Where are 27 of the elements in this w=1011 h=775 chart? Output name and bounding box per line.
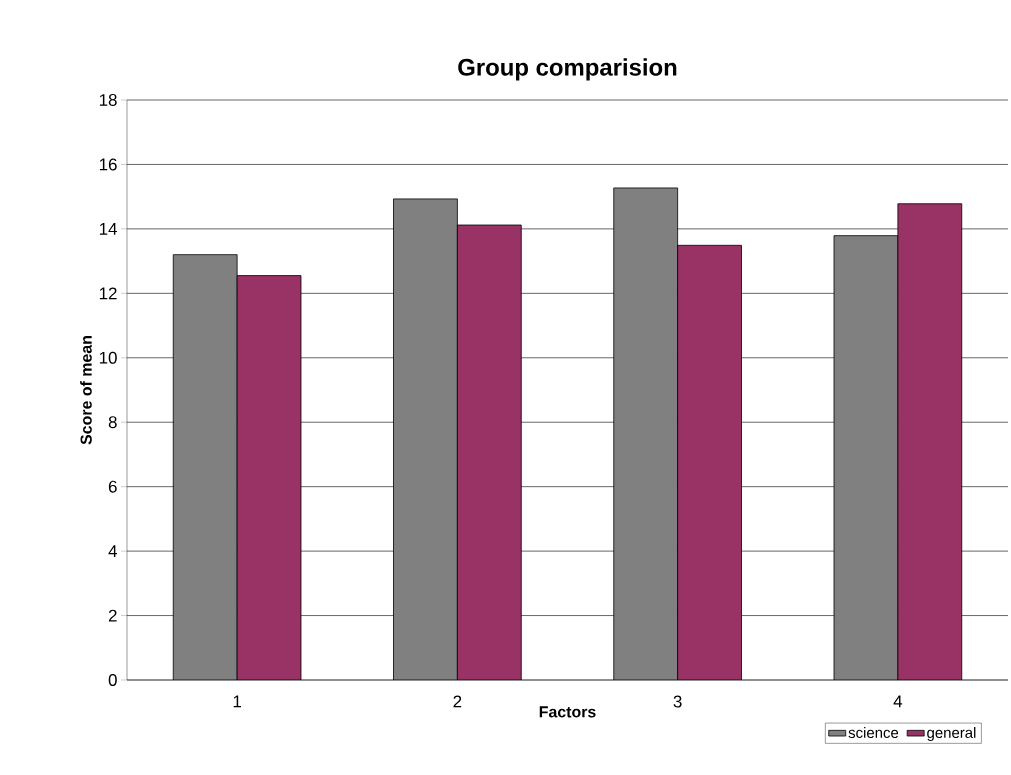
y-tick-label: 4 [108, 545, 117, 557]
y-tick-label: 8 [108, 416, 117, 429]
y-tick-label: 10 [99, 351, 117, 364]
bar [833, 235, 899, 680]
bar [172, 254, 238, 680]
y-tick-label: 12 [99, 287, 117, 300]
y-tick-label: 6 [108, 480, 117, 493]
bar [677, 244, 742, 680]
legend-label: science [848, 727, 899, 738]
bar [613, 187, 679, 680]
y-tick-label: 14 [99, 223, 117, 235]
y-tick-label: 2 [108, 609, 117, 622]
y-tick-label: 0 [108, 674, 117, 686]
bar [236, 275, 302, 680]
y-tick-label: 16 [99, 158, 117, 171]
y-tick-label: 18 [99, 93, 117, 106]
x-axis-title: Factors [539, 706, 596, 718]
bar [456, 224, 522, 680]
legend-label: general [927, 727, 976, 741]
bar [897, 203, 963, 680]
x-tick-label: 3 [673, 695, 682, 708]
x-tick-label: 1 [233, 695, 242, 708]
x-tick-label: 4 [893, 695, 903, 708]
x-tick-label: 2 [453, 695, 462, 708]
y-axis-title: Score of mean [80, 336, 92, 445]
chart-title: Group comparision [458, 58, 677, 81]
bar [393, 198, 458, 680]
